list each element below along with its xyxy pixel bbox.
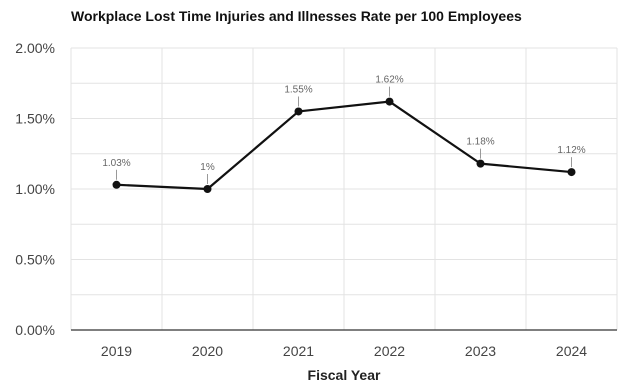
series-line-group xyxy=(116,100,572,191)
y-tick-label: 2.00% xyxy=(15,40,55,56)
x-tick-label: 2019 xyxy=(101,343,132,359)
x-axis-title: Fiscal Year xyxy=(308,367,381,383)
x-tick-label: 2023 xyxy=(465,343,496,359)
data-point[interactable] xyxy=(294,107,303,116)
data-point[interactable] xyxy=(567,168,576,177)
data-point[interactable] xyxy=(476,159,485,168)
data-point[interactable] xyxy=(112,180,121,189)
data-label: 1.12% xyxy=(557,145,585,156)
y-axis-ticks: 0.00% 0.50% 1.00% 1.50% 2.00% xyxy=(15,40,55,338)
x-tick-label: 2021 xyxy=(283,343,314,359)
x-tick-label: 2024 xyxy=(556,343,587,359)
grid-lines xyxy=(70,47,618,330)
data-label: 1.03% xyxy=(102,158,130,169)
data-label: 1.18% xyxy=(466,137,494,148)
data-label: 1.62% xyxy=(375,75,403,86)
data-label: 1.55% xyxy=(284,84,312,95)
y-tick-label: 0.50% xyxy=(15,252,55,268)
x-tick-label: 2020 xyxy=(192,343,223,359)
series-points xyxy=(112,97,576,193)
y-tick-label: 0.00% xyxy=(15,322,55,338)
x-axis-ticks: 2019 2020 2021 2022 2023 2024 xyxy=(101,343,587,359)
data-label: 1% xyxy=(200,162,215,173)
chart-title: Workplace Lost Time Injuries and Illness… xyxy=(71,8,522,24)
y-tick-label: 1.00% xyxy=(15,181,55,197)
data-point[interactable] xyxy=(203,185,212,193)
series-line xyxy=(116,100,572,191)
x-tick-label: 2022 xyxy=(374,343,405,359)
data-point[interactable] xyxy=(385,97,394,106)
y-tick-label: 1.50% xyxy=(15,111,55,127)
data-labels: 1.03% 1% 1.55% 1.62% 1.18% 1.12% xyxy=(102,75,586,184)
